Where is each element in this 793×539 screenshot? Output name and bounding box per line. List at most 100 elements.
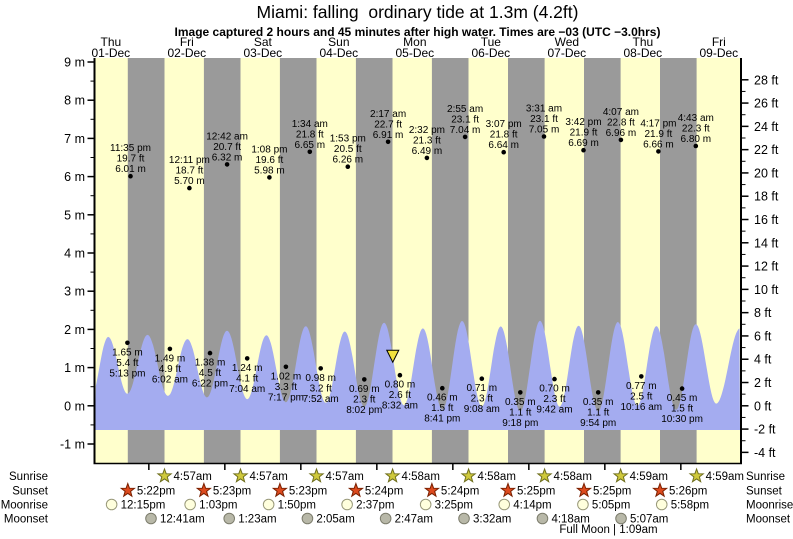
astro-row-label-left: Sunrise bbox=[9, 471, 48, 483]
tide-event-dot bbox=[424, 155, 430, 161]
tide-event-text: 20.7 ft bbox=[213, 142, 241, 153]
tide-event-text: 1:34 am bbox=[292, 119, 328, 130]
day-date-label: 08-Dec bbox=[623, 46, 662, 60]
m-axis-tick-label: 5 m bbox=[64, 208, 85, 222]
day-weekday-label: Fri bbox=[180, 35, 194, 49]
astro-row-moonset: Moonset Moonset 12:41am 1:23am 2:05am 2:47am 3… bbox=[4, 512, 791, 526]
tide-event-low: 0.35 m1.1 ft9:18 pm bbox=[502, 390, 538, 429]
astro-event-time: 12:15pm bbox=[121, 500, 166, 512]
tide-event-text: 6.80 m bbox=[681, 134, 712, 145]
astro-event-time: 1:50pm bbox=[278, 500, 316, 512]
tide-event-text: 6.69 m bbox=[568, 138, 599, 149]
tide-event-dot bbox=[207, 350, 213, 356]
moonset-circle-icon bbox=[536, 512, 549, 525]
ft-axis-tick-label: 28 ft bbox=[754, 73, 779, 87]
moonset-circle-icon bbox=[379, 512, 392, 525]
tide-event-text: 22.8 ft bbox=[607, 117, 635, 128]
tide-event-text: 0.45 m bbox=[667, 393, 698, 404]
astro-event-time: 1:03pm bbox=[199, 500, 237, 512]
sunset-star-icon bbox=[499, 482, 516, 498]
tide-event-dot bbox=[187, 185, 192, 191]
tide-event-dot bbox=[639, 374, 644, 379]
tide-event-dot bbox=[693, 143, 699, 149]
astro-event-time: 5:22pm bbox=[137, 486, 175, 498]
astro-row-label-right: Moonrise bbox=[746, 500, 793, 512]
tide-event-dot bbox=[283, 364, 289, 370]
day-date-label: 05-Dec bbox=[395, 46, 434, 60]
tide-event-text: 23.1 ft bbox=[530, 114, 558, 125]
ft-axis-tick-label: 16 ft bbox=[754, 213, 779, 227]
ft-axis-tick-label: 4 ft bbox=[754, 353, 772, 367]
sunrise-star-icon bbox=[156, 467, 173, 483]
day-weekday-label: Fri bbox=[712, 35, 726, 49]
tide-event-text: 9:54 pm bbox=[580, 418, 616, 429]
moonrise-circle-icon bbox=[419, 498, 432, 511]
tide-event-low: 0.98 m3.2 ft7:52 am bbox=[303, 366, 339, 405]
moonrise-circle-icon bbox=[262, 498, 275, 511]
tide-event-dot bbox=[501, 149, 507, 155]
tide-event-text: 0.71 m bbox=[467, 383, 498, 394]
tide-event-text: 12:11 pm bbox=[169, 155, 210, 166]
sunset-star-icon bbox=[423, 482, 440, 498]
tide-event-text: 4:43 am bbox=[678, 113, 714, 124]
tide-event-text: 23.1 ft bbox=[451, 114, 479, 125]
day-weekday-label: Thu bbox=[632, 35, 653, 49]
tide-event-text: 6.26 m bbox=[333, 155, 364, 166]
tide-event-text: 0.98 m bbox=[305, 373, 336, 384]
sunset-star-icon bbox=[195, 482, 212, 498]
astro-event-time: 2:47am bbox=[395, 514, 433, 526]
tide-event-text: 2:17 am bbox=[370, 109, 406, 120]
m-axis-tick-label: 9 m bbox=[64, 56, 85, 70]
sunset-star-icon bbox=[652, 482, 669, 498]
tide-event-text: 2.3 ft bbox=[471, 394, 493, 405]
m-axis-tick-label: 4 m bbox=[64, 247, 85, 261]
tide-event-dot bbox=[385, 139, 391, 145]
tide-event-text: 1.1 ft bbox=[509, 407, 531, 418]
day-date-label: 02-Dec bbox=[167, 46, 206, 60]
tide-event-low: 1.38 m4.5 ft6:22 pm bbox=[192, 350, 228, 390]
day-date-label: 04-Dec bbox=[319, 46, 358, 60]
astro-row-label-right: Sunset bbox=[746, 486, 783, 498]
tide-event-dot bbox=[581, 147, 586, 153]
tide-event-text: 1.24 m bbox=[232, 363, 263, 374]
day-weekday-label: Mon bbox=[403, 35, 426, 49]
ft-axis-tick-label: 0 ft bbox=[754, 399, 772, 413]
tide-event-low: 0.46 m1.5 ft8:41 pm bbox=[424, 385, 460, 425]
tide-event-text: 3:31 am bbox=[526, 104, 562, 115]
tide-event-dot bbox=[125, 340, 130, 346]
astro-event-time: 5:26pm bbox=[669, 486, 707, 498]
moonset-circle-icon bbox=[458, 512, 470, 525]
sunrise-star-icon bbox=[384, 467, 401, 483]
tide-event-dot bbox=[541, 134, 547, 139]
moonset-circle-icon bbox=[145, 512, 157, 525]
tide-event-text: 11:35 pm bbox=[110, 143, 151, 154]
tide-event-text: 0.80 m bbox=[385, 380, 416, 391]
tide-event-text: 7.04 m bbox=[450, 125, 481, 136]
tide-event-text: 5.4 ft bbox=[116, 358, 138, 369]
day-weekday-label: Sat bbox=[254, 35, 273, 49]
moonrise-circle-icon bbox=[341, 498, 353, 511]
astro-event-time: 5:24pm bbox=[365, 486, 403, 498]
tide-event-text: 18.7 ft bbox=[175, 166, 203, 177]
tide-event-low: 0.69 m2.3 ft8:02 pm bbox=[346, 377, 382, 416]
tide-event-low: 0.71 m2.3 ft9:08 am bbox=[464, 376, 500, 415]
tide-event-dot bbox=[656, 149, 661, 154]
tide-event-text: 6.64 m bbox=[488, 140, 519, 151]
tide-event-text: 4:07 am bbox=[603, 107, 639, 118]
tide-event-text: 3.2 ft bbox=[310, 383, 332, 394]
astro-event-time: 5:23pm bbox=[289, 486, 327, 498]
tide-event-dot bbox=[479, 376, 485, 382]
tide-event-text: 2.6 ft bbox=[389, 390, 411, 401]
tide-event-text: 22.7 ft bbox=[374, 119, 402, 130]
astro-event-time: 5:25pm bbox=[593, 486, 631, 498]
